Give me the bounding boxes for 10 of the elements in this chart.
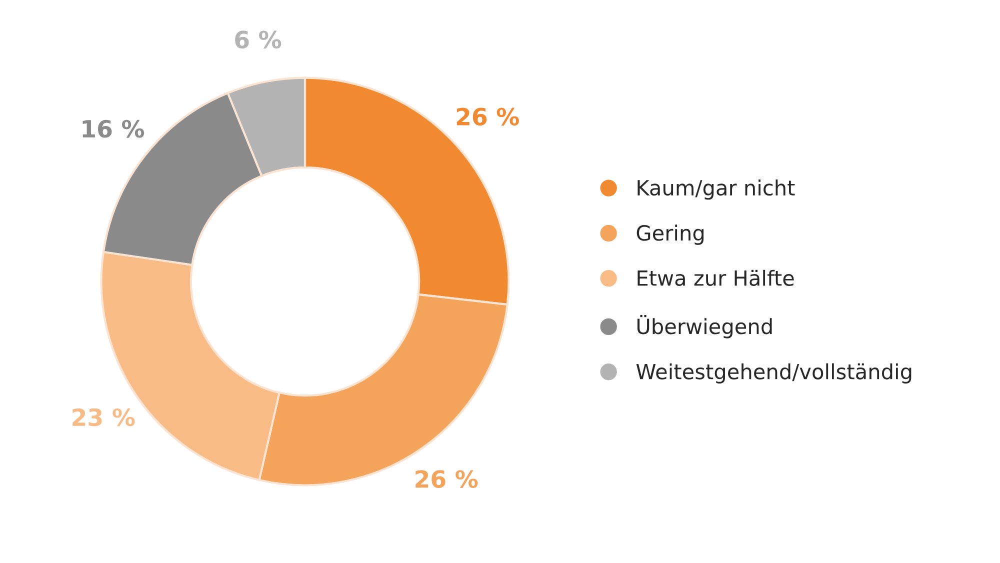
- data-label: 23 %: [72, 408, 135, 426]
- legend-label: Etwa zur Hälfte: [638, 270, 794, 286]
- legend-label: Überwiegend: [637, 315, 772, 338]
- data-label: 26 %: [456, 108, 519, 126]
- data-label: 6 %: [235, 30, 282, 49]
- legend-label: Kaum/gar nicht: [638, 180, 795, 200]
- data-label: 16 %: [82, 120, 144, 138]
- legend-label: Weitestgehend/vollständig: [636, 363, 912, 384]
- data-label: 26 %: [416, 470, 478, 488]
- legend-label: Gering: [636, 224, 704, 245]
